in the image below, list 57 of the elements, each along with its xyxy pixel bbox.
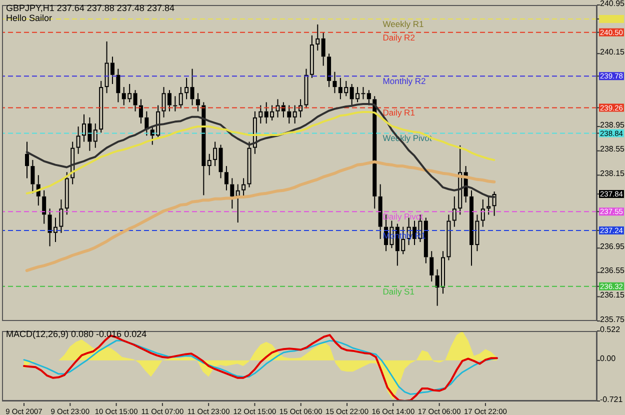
candlestick — [492, 191, 496, 216]
candlestick — [430, 250, 434, 282]
candlestick — [480, 198, 485, 228]
line-series — [23, 340, 498, 395]
y-tick-label: 238.15 — [600, 168, 625, 178]
chart-title: GBPJPY,H1 237.64 237.88 237.48 237.84 — [6, 3, 174, 13]
candlestick — [59, 198, 64, 234]
line-series — [25, 160, 496, 272]
candlestick — [30, 159, 35, 194]
candlestick — [133, 90, 138, 112]
y-tick-label: 0.00 — [600, 354, 616, 364]
y-tick-label: 236.55 — [600, 266, 625, 276]
candlestick — [424, 217, 428, 264]
ref-line-label: Daily R1 — [382, 108, 416, 118]
candlestick — [42, 190, 46, 224]
y-tick-label: 0.522 — [600, 324, 621, 334]
y-tick-label: 240.15 — [600, 47, 625, 56]
y-tick-label: 238.55 — [600, 144, 625, 154]
ref-line-label: Monthly R1 — [382, 230, 426, 240]
text: Hello Sailor — [6, 13, 52, 23]
candlestick — [218, 144, 223, 179]
candlestick — [138, 98, 143, 124]
y-tick-label: 240.95 — [600, 0, 625, 8]
y-tick-label: 236.15 — [600, 290, 625, 300]
y-tick-label: 236.95 — [600, 242, 625, 251]
y-tick-label: 238.95 — [600, 120, 625, 130]
candlestick — [446, 214, 451, 261]
chart-title: MACD(12,26,9) 0.080 -0.016 0.024 — [6, 329, 147, 339]
candlestick — [327, 53, 332, 88]
candlestick — [76, 126, 80, 154]
candlestick — [230, 178, 234, 210]
candlestick — [316, 24, 320, 52]
candlestick — [190, 68, 194, 106]
candlestick — [99, 80, 104, 134]
y-tick-label: -0.721 — [600, 394, 624, 404]
candlestick — [173, 96, 178, 112]
candlestick — [452, 196, 456, 228]
candlestick — [184, 77, 189, 100]
candlestick — [207, 153, 212, 176]
candlestick — [372, 96, 377, 210]
candlestick — [224, 166, 228, 191]
candlestick — [25, 141, 29, 179]
candlestick — [292, 104, 297, 124]
candlestick — [93, 123, 98, 148]
candlestick — [378, 184, 382, 240]
ref-line-label: Daily R2 — [382, 32, 416, 42]
candlestick — [276, 98, 280, 118]
ref-line-label: Weekly R1 — [382, 18, 424, 29]
ref-line-label: Daily S1 — [382, 286, 415, 296]
candlestick — [298, 98, 303, 118]
ref-line-label: Monthly R2 — [382, 76, 426, 86]
candlestick — [196, 92, 200, 112]
candlestick — [213, 141, 218, 167]
candlestick — [321, 32, 326, 66]
y-tick-label: 235.75 — [600, 314, 625, 324]
candlestick — [116, 68, 120, 103]
candlestick — [332, 71, 337, 94]
